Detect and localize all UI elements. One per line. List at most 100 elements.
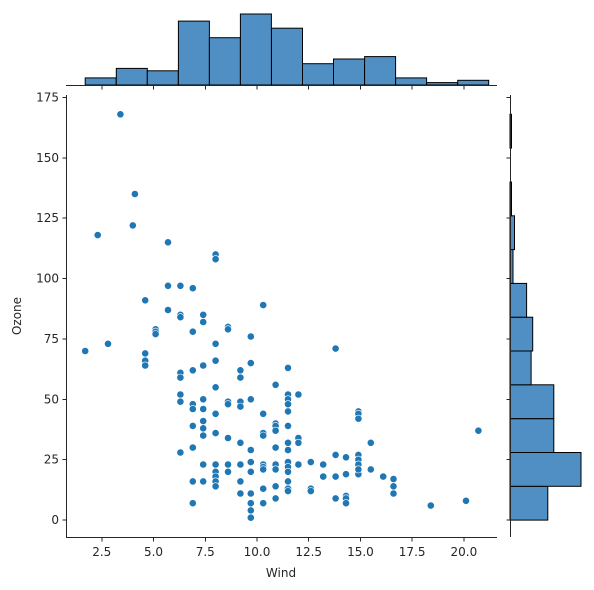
scatter-point — [354, 465, 363, 474]
scatter-point — [188, 405, 197, 413]
y-tick-label: 100 — [36, 272, 59, 286]
scatter-point — [246, 499, 255, 508]
right-histogram-bar — [509, 485, 549, 521]
x-tick-label: 12.5 — [295, 545, 322, 559]
scatter-point — [246, 489, 255, 498]
scatter-point — [199, 460, 208, 469]
scatter-point — [199, 395, 208, 404]
scatter-point — [188, 421, 197, 430]
top-histogram-bar — [426, 82, 459, 86]
scatter-point — [164, 281, 172, 290]
y-tick-label: 150 — [36, 151, 59, 165]
scatter-point — [246, 359, 255, 367]
x-axis-label: Wind — [266, 566, 296, 580]
top-histogram-bar — [333, 58, 365, 86]
right-histogram-bar — [509, 282, 528, 318]
y-axis-label: Ozone — [10, 297, 24, 335]
scatter-point — [284, 363, 292, 372]
scatter-point — [284, 467, 292, 476]
scatter-point — [176, 313, 185, 322]
scatter-point — [164, 238, 172, 247]
scatter-point — [331, 450, 340, 459]
x-axis-ticks: 2.5 5.0 7.5 10.0 12.5 15.0 17.5 20.0 — [92, 537, 478, 559]
x-tick-label: 20.0 — [451, 545, 478, 559]
scatter-point — [331, 344, 340, 353]
scatter-point — [271, 426, 280, 435]
scatter-point — [331, 472, 340, 481]
scatter-point — [199, 424, 208, 433]
scatter-point — [259, 499, 268, 508]
scatter-point — [271, 494, 280, 503]
y-tick-label: 75 — [44, 332, 59, 346]
scatter-point — [389, 489, 398, 498]
y-tick-label: 50 — [44, 392, 59, 406]
top-histogram-bar — [364, 56, 397, 86]
top-histogram-bar — [271, 27, 303, 86]
scatter-point — [259, 484, 268, 493]
scatter-point — [211, 409, 220, 418]
scatter-point — [284, 487, 292, 495]
scatter-point — [379, 472, 388, 481]
scatter-point — [81, 347, 90, 355]
scatter-point — [354, 414, 363, 423]
scatter-point — [130, 190, 139, 198]
scatter-point — [236, 489, 245, 498]
scatter-point — [188, 443, 197, 452]
scatter-point — [284, 400, 292, 409]
scatter-point — [199, 318, 208, 326]
scatter-point — [366, 465, 375, 474]
scatter-point — [236, 366, 245, 375]
scatter-plot-area: 2.5 5.0 7.5 10.0 12.5 15.0 17.5 20.0 0 25 50 75 100… — [36, 90, 497, 559]
top-histogram-bar — [177, 20, 210, 86]
scatter-point — [246, 513, 255, 522]
scatter-point — [284, 477, 292, 486]
right-marginal-histogram — [506, 95, 582, 537]
scatter-point — [236, 460, 245, 469]
scatter-point — [342, 499, 350, 508]
scatter-point — [199, 477, 208, 486]
x-tick-label: 5.0 — [144, 545, 163, 559]
scatter-point — [93, 231, 102, 239]
scatter-point — [211, 482, 220, 491]
scatter-point — [224, 325, 232, 334]
scatter-point — [246, 395, 255, 404]
scatter-point — [188, 366, 197, 375]
top-histogram-bar — [302, 63, 334, 86]
scatter-point — [246, 332, 255, 341]
y-tick-label: 125 — [36, 211, 59, 225]
scatter-point — [176, 373, 185, 382]
scatter-point — [306, 487, 315, 495]
scatter-point — [462, 496, 470, 505]
scatter-point — [342, 470, 350, 479]
scatter-point — [141, 296, 150, 305]
y-tick-label: 175 — [36, 90, 59, 104]
scatter-point — [141, 361, 150, 370]
scatter-point — [199, 361, 208, 370]
scatter-point — [211, 356, 220, 365]
scatter-point — [284, 446, 292, 454]
scatter-point — [474, 426, 483, 435]
scatter-point — [104, 339, 112, 348]
x-tick-label: 2.5 — [92, 545, 111, 559]
scatter-points — [81, 110, 483, 522]
top-histogram-bar — [84, 77, 117, 86]
top-histogram-bar — [239, 13, 272, 86]
right-histogram-bar — [509, 350, 532, 386]
top-histogram-bar — [208, 37, 241, 86]
scatter-point — [284, 407, 292, 416]
top-histogram-bar — [457, 79, 490, 86]
scatter-point — [294, 438, 303, 447]
scatter-point — [389, 475, 398, 483]
y-axis-ticks: 0 25 50 75 100 125 150 175 — [36, 90, 67, 527]
scatter-point — [188, 327, 197, 336]
scatter-point — [319, 460, 328, 469]
scatter-point — [236, 373, 245, 382]
scatter-point — [199, 417, 208, 425]
x-tick-label: 10.0 — [244, 545, 271, 559]
scatter-point — [284, 421, 292, 430]
scatter-point — [224, 400, 232, 409]
scatter-point — [199, 431, 208, 440]
scatter-point — [224, 467, 232, 476]
scatter-point — [271, 482, 280, 491]
